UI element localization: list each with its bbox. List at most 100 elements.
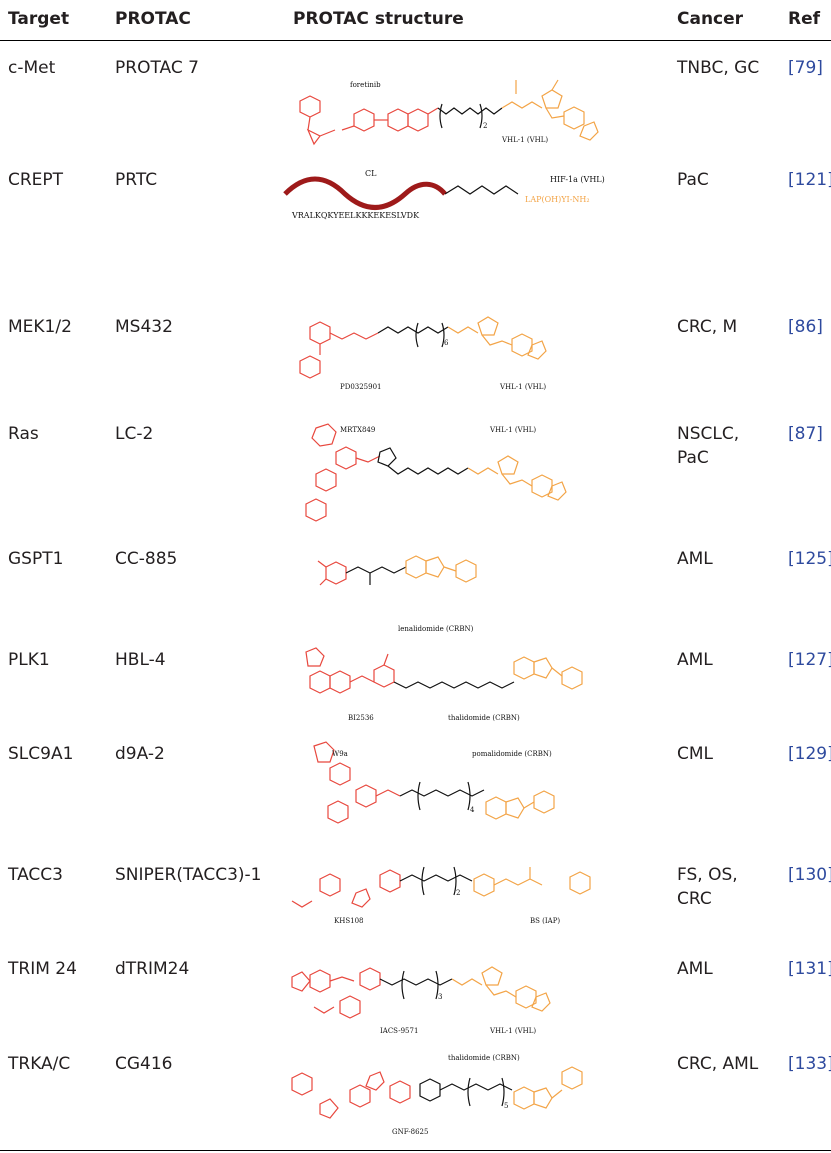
warhead-structure: [299, 321, 379, 379]
row-target: CREPT: [8, 170, 64, 190]
warhead-structure: [291, 1071, 411, 1119]
ligand-label: HIF-1a (VHL): [550, 175, 605, 184]
ligand-label: BS (IAP): [530, 917, 560, 925]
row-cancer: TNBC, GC: [677, 58, 760, 78]
row-ref-link[interactable]: [86]: [788, 317, 823, 337]
table-row: SLC9A1 d9A-2 CML [129] W9a 4 pomalidomid…: [0, 741, 831, 860]
row-cancer: NSCLC, PaC: [677, 424, 740, 468]
linker-repeat-count: 2: [483, 122, 487, 130]
warhead-structure: [291, 967, 381, 1019]
structure-diagram: CL HIF-1a (VHL) LAP(OH)YI-NH₂ VRALKQKYEE…: [283, 169, 605, 220]
table-row: c-Met PROTAC 7 TNBC, GC [79] foretinib 2: [0, 56, 831, 166]
linker-structure: [377, 447, 469, 475]
ligand-label: thalidomide (CRBN): [448, 714, 520, 722]
ligand-label: pomalidomide (CRBN): [472, 750, 552, 758]
row-protac: CG416: [115, 1054, 173, 1074]
structure-diagram: PD0325901 6 VHL-1 (VHL): [299, 316, 547, 391]
header-structure: PROTAC structure: [293, 9, 464, 29]
row-protac: SNIPER(TACC3)-1: [115, 865, 262, 885]
row-cancer: CRC, AML: [677, 1054, 759, 1074]
row-ref-link[interactable]: [129]: [788, 744, 831, 764]
row-target: GSPT1: [8, 549, 64, 569]
structure-diagram: W9a 4 pomalidomide (CRBN): [313, 741, 555, 824]
ligand-structure: [501, 79, 599, 141]
table-row: MEK1/2 MS432 CRC, M [86] PD0325901 6 VHL…: [0, 315, 831, 418]
helix-peptide-icon: [283, 176, 447, 210]
row-cancer: AML: [677, 959, 713, 979]
row-ref-link[interactable]: [127]: [788, 650, 831, 670]
row-protac: PROTAC 7: [115, 58, 199, 78]
linker-structure: [437, 103, 503, 129]
table-header: Target PROTAC PROTAC structure Cancer Re…: [0, 0, 831, 41]
row-target: TRKA/C: [8, 1054, 71, 1074]
warhead-label: W9a: [332, 750, 348, 758]
header-cancer: Cancer: [677, 9, 744, 29]
row-ref-link[interactable]: [121]: [788, 170, 831, 190]
header-target: Target: [8, 9, 70, 29]
row-target: TRIM 24: [8, 959, 77, 979]
linker-structure: [399, 866, 473, 896]
linker-structure: [399, 781, 485, 811]
structure-diagram: GNF-8625 5 thalidomide (CRBN): [291, 1054, 583, 1136]
linker-structure: [419, 1077, 513, 1107]
warhead-label: foretinib: [350, 81, 381, 89]
warhead-label: GNF-8625: [392, 1128, 428, 1136]
ligand-label: VHL-1 (VHL): [501, 136, 548, 144]
warhead-label: BI2536: [348, 714, 374, 722]
warhead-structure: [313, 741, 401, 824]
row-protac: CC-885: [115, 549, 178, 569]
row-ref-link[interactable]: [131]: [788, 959, 831, 979]
structure-diagram: MRTX849 VHL-1 (VHL): [305, 423, 567, 522]
warhead-label: MRTX849: [340, 426, 375, 434]
ligand-structure: [513, 1066, 583, 1110]
structure-diagram: IACS-9571 3 VHL-1 (VHL): [291, 966, 551, 1035]
peptide-sequence: VRALKQKYEELKKKEKESLVDK: [291, 211, 420, 220]
linker-repeat-count: 2: [456, 889, 460, 897]
linker-structure: [345, 566, 407, 585]
warhead-structure: [299, 95, 439, 146]
table-row: Ras LC-2 NSCLC, PaC [87] MRTX849 VHL-1 (…: [0, 422, 831, 542]
row-target: TACC3: [8, 865, 63, 885]
row-protac: d9A-2: [115, 744, 165, 764]
table-row: TACC3 SNIPER(TACC3)-1 FS, OS, CRC [130] …: [0, 863, 831, 955]
ligand-label: VHL-1 (VHL): [489, 1027, 536, 1035]
table-bottom-rule: [0, 1150, 831, 1151]
row-target: SLC9A1: [8, 744, 74, 764]
ligand-structure: [405, 555, 477, 583]
warhead-structure: [317, 560, 347, 586]
row-protac: LC-2: [115, 424, 154, 444]
linker-repeat-count: 3: [438, 993, 442, 1001]
header-ref: Ref: [788, 9, 821, 29]
warhead-structure: [291, 869, 401, 908]
row-protac: HBL-4: [115, 650, 166, 670]
structure-diagram: foretinib 2 VHL-1 (VHL): [299, 79, 599, 146]
ligand-structure: [451, 966, 551, 1012]
row-ref-link[interactable]: [130]: [788, 865, 831, 885]
row-protac: MS432: [115, 317, 173, 337]
row-protac: dTRIM24: [115, 959, 190, 979]
linker-repeat-count: 4: [470, 806, 475, 814]
ligand-structure: [467, 455, 567, 501]
row-target: c-Met: [8, 58, 56, 78]
ligand-structure: [485, 790, 555, 820]
peptide-label: CL: [365, 169, 377, 178]
linker-structure: [379, 970, 453, 1000]
row-cancer: CML: [677, 744, 714, 764]
row-target: Ras: [8, 424, 39, 444]
row-cancer: CRC, M: [677, 317, 738, 337]
linker-structure: [444, 185, 519, 195]
linker-structure: [377, 322, 449, 348]
row-ref-link[interactable]: [79]: [788, 58, 823, 78]
row-ref-link[interactable]: [133]: [788, 1054, 831, 1074]
ligand-structure: [447, 316, 547, 360]
table-row: CREPT PRTC PaC [121] CL HIF-1a (VHL) LAP…: [0, 168, 831, 308]
linker-structure: [393, 681, 515, 689]
structure-diagram: BI2536 thalidomide (CRBN): [305, 647, 583, 722]
row-ref-link[interactable]: [87]: [788, 424, 823, 444]
table-row: TRIM 24 dTRIM24 AML [131] IACS-9571 3 VH…: [0, 957, 831, 1049]
row-cancer: FS, OS, CRC: [677, 865, 738, 909]
row-cancer: AML: [677, 549, 713, 569]
table-row: TRKA/C CG416 CRC, AML [133] GNF-8625 5 t…: [0, 1052, 831, 1150]
row-ref-link[interactable]: [125]: [788, 549, 831, 569]
ligand-sequence: LAP(OH)YI-NH₂: [525, 195, 590, 204]
